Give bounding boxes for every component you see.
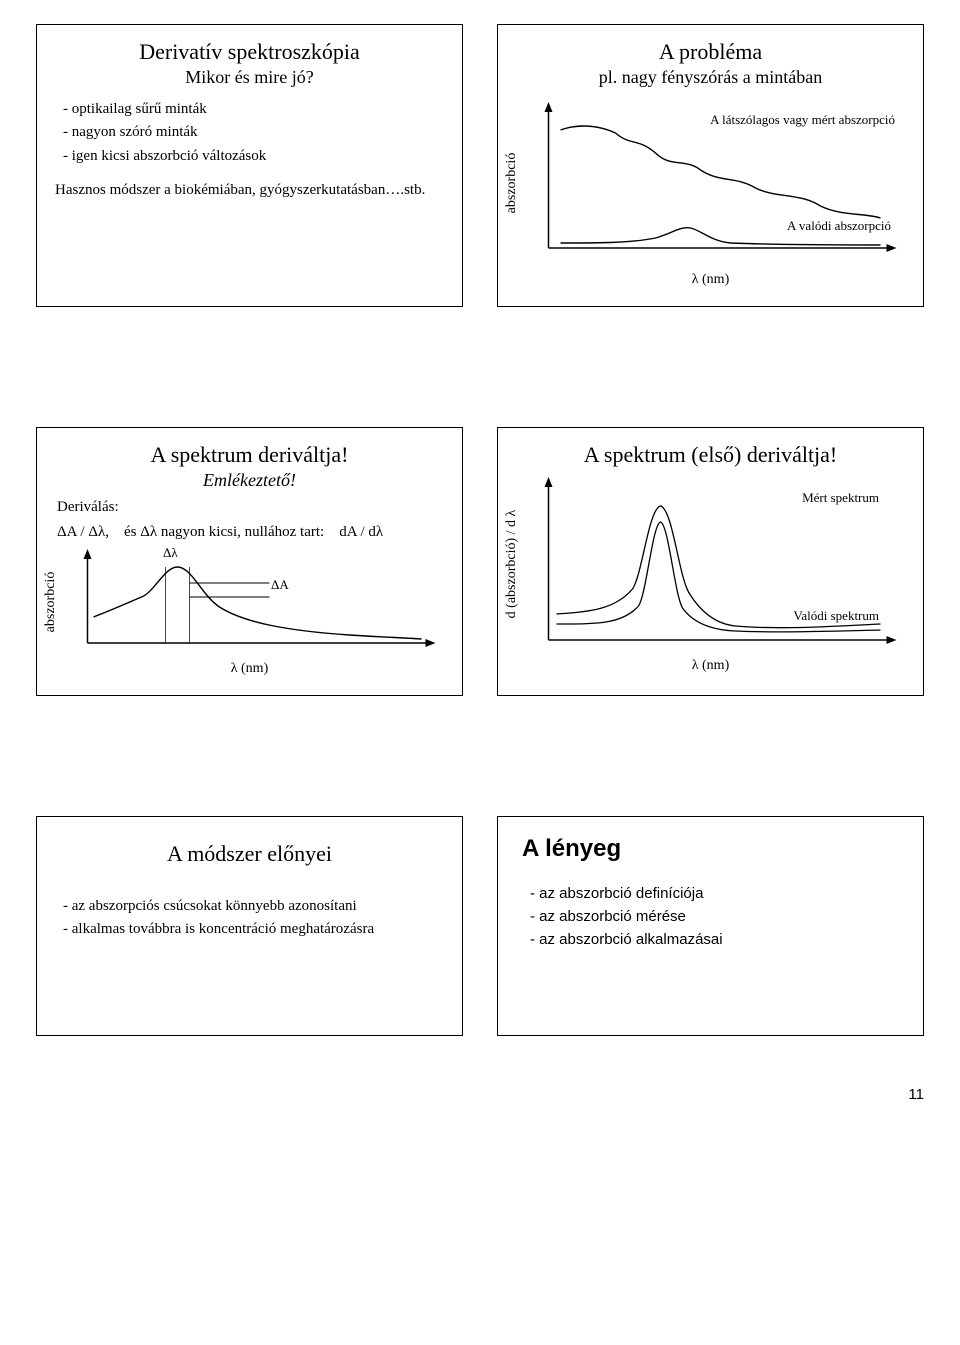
p2-title: A probléma <box>516 39 905 65</box>
p2-chart: abszorbció A látszólagos vagy mért abszo… <box>516 98 905 268</box>
p2-label-apparent: A látszólagos vagy mért abszorpció <box>710 112 895 128</box>
p1-bullet-2: - nagyon szóró minták <box>63 121 444 144</box>
p5-bullet-2: - alkalmas továbbra is koncentráció megh… <box>63 918 444 941</box>
panel-derivative-def: A spektrum deriváltja! Emlékeztető! Deri… <box>36 427 463 696</box>
p6-bullet-2: - az abszorbció mérése <box>530 908 905 925</box>
p5-bullets: - az abszorpciós csúcsokat könnyebb azon… <box>63 895 444 942</box>
p2-ylabel: abszorbció <box>504 153 520 214</box>
p1-subtitle: Mikor és mire jó? <box>55 67 444 88</box>
p6-bullet-1: - az abszorbció definíciója <box>530 885 905 902</box>
p3-svg <box>55 547 444 657</box>
p4-label-true: Valódi spektrum <box>793 608 879 624</box>
panel-derivative-intro: Derivatív spektroszkópia Mikor és mire j… <box>36 24 463 307</box>
p5-bullet-1: - az abszorpciós csúcsokat könnyebb azon… <box>63 895 444 918</box>
p4-label-meas: Mért spektrum <box>802 490 879 506</box>
p3-dl-label: Δλ <box>163 545 178 561</box>
p3-subtitle: Emlékeztető! <box>55 470 444 491</box>
p2-label-true: A valódi abszorpció <box>787 218 891 234</box>
p1-note: Hasznos módszer a biokémiában, gyógyszer… <box>55 182 444 199</box>
panel-advantages: A módszer előnyei - az abszorpciós csúcs… <box>36 816 463 1036</box>
p1-bullet-3: - igen kicsi abszorbció változások <box>63 145 444 168</box>
p6-bullet-3: - az abszorbció alkalmazásai <box>530 931 905 948</box>
p4-xlabel: λ (nm) <box>516 658 905 674</box>
panel-summary: A lényeg - az abszorbció definíciója - a… <box>497 816 924 1036</box>
panel-first-derivative: A spektrum (első) deriváltja! d (abszorb… <box>497 427 924 696</box>
page-number: 11 <box>36 1086 924 1103</box>
p1-bullet-1: - optikailag sűrű minták <box>63 98 444 121</box>
panel-problem: A probléma pl. nagy fényszórás a mintába… <box>497 24 924 307</box>
p4-chart: d (abszorbció) / d λ Mért spektrum Valód… <box>516 474 905 654</box>
p1-title: Derivatív spektroszkópia <box>55 39 444 65</box>
p3-deriv-label: Deriválás: <box>57 499 444 516</box>
p3-dA-label: ΔA <box>271 577 289 593</box>
p2-subtitle: pl. nagy fényszórás a mintában <box>516 67 905 88</box>
p3-xlabel: λ (nm) <box>55 661 444 677</box>
p4-title: A spektrum (első) deriváltja! <box>516 442 905 468</box>
p3-ylabel: abszorbció <box>43 572 59 633</box>
p4-ylabel: d (abszorbció) / d λ <box>504 510 520 619</box>
p1-bullets: - optikailag sűrű minták - nagyon szóró … <box>63 98 444 168</box>
p2-xlabel: λ (nm) <box>516 272 905 288</box>
p6-title: A lényeg <box>522 835 905 863</box>
p3-chart: abszorbció Δλ ΔA <box>55 547 444 657</box>
p5-title: A módszer előnyei <box>55 841 444 867</box>
p3-formula: ΔA / Δλ, és Δλ nagyon kicsi, nullához ta… <box>57 524 444 541</box>
p3-title: A spektrum deriváltja! <box>55 442 444 468</box>
